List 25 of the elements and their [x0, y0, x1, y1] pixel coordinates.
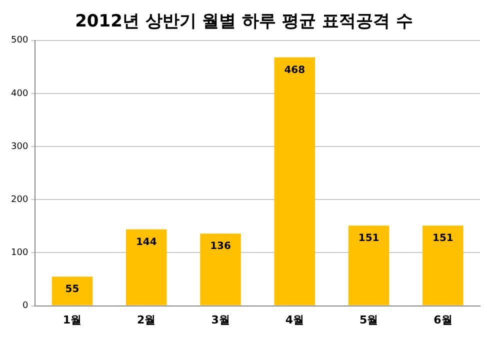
- y-tick-label: 0: [22, 301, 28, 312]
- y-tick-label: 300: [10, 142, 28, 152]
- bar: [200, 234, 241, 306]
- bar: [348, 226, 390, 306]
- x-tick-label: 2월: [137, 313, 156, 326]
- data-label: 468: [284, 64, 306, 76]
- y-tick-label: 200: [10, 194, 28, 205]
- x-tick-label: 5월: [359, 313, 378, 326]
- bar: [274, 57, 316, 306]
- y-tick-label: 500: [10, 36, 28, 46]
- bar: [422, 226, 464, 306]
- y-tick-label: 400: [10, 88, 28, 99]
- data-label: 151: [432, 233, 454, 244]
- data-label: 136: [210, 241, 231, 252]
- x-tick-label: 4월: [285, 313, 304, 326]
- chart-title: 2012년 상반기 월별 하루 평균 표적공격 수: [75, 12, 413, 32]
- bar: [52, 276, 93, 306]
- x-tick-label: 1월: [62, 313, 82, 326]
- data-label: 55: [65, 284, 80, 296]
- data-label: 144: [136, 236, 157, 248]
- x-tick-label: 3월: [211, 313, 230, 326]
- x-tick-label: 6월: [434, 313, 452, 326]
- bar: [126, 229, 167, 306]
- data-label: 151: [358, 233, 380, 244]
- y-tick-label: 100: [10, 248, 28, 258]
